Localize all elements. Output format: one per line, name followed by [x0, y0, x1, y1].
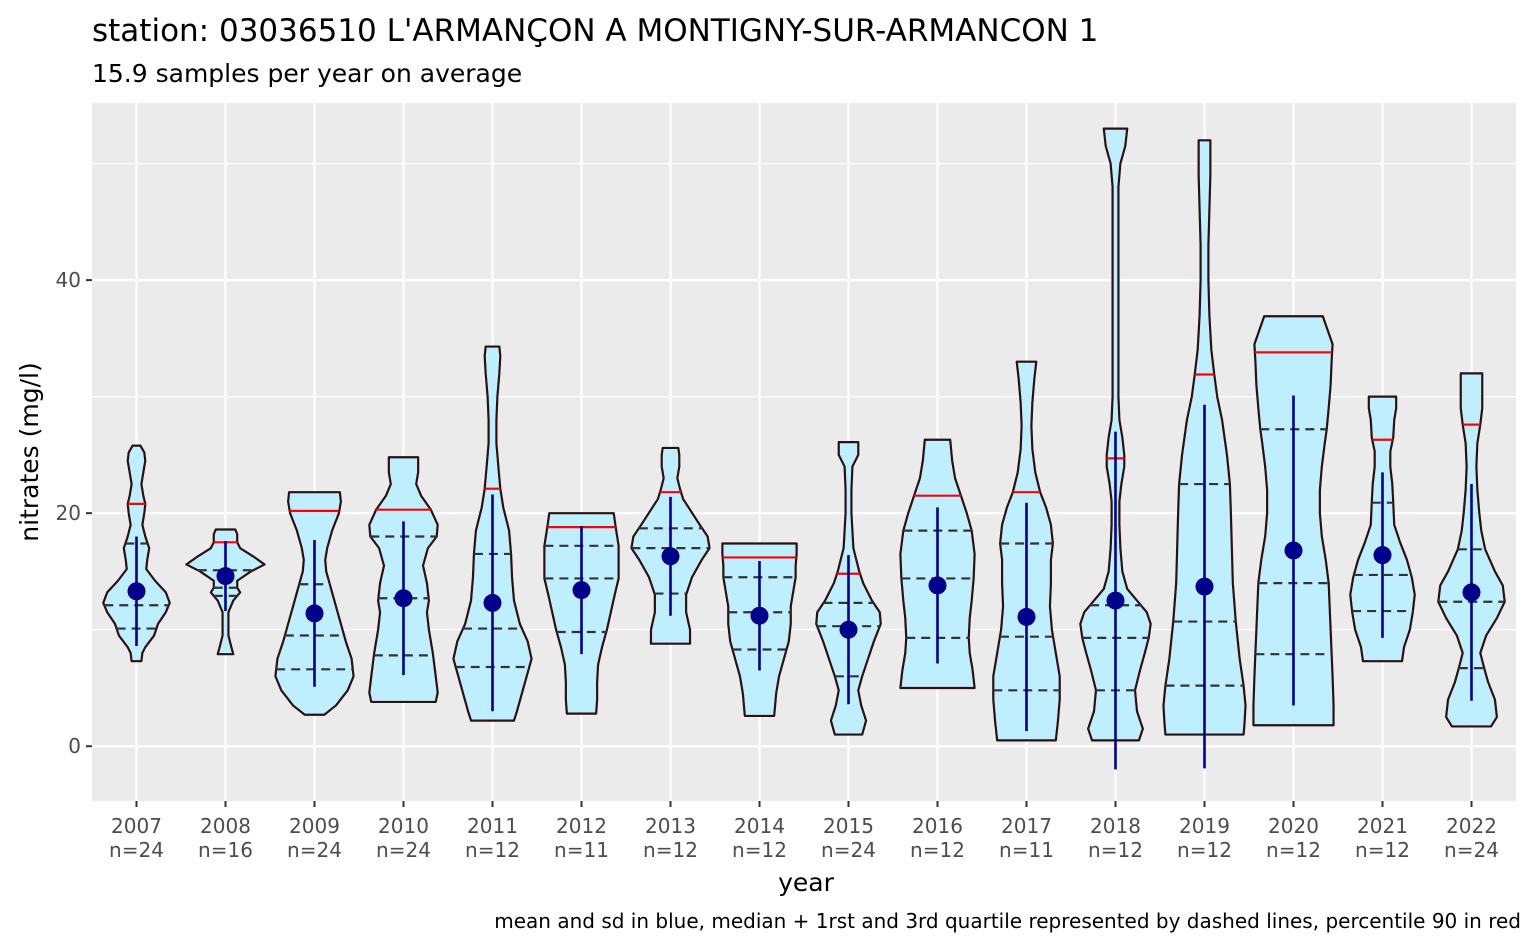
x-tick-label-n: n=16: [198, 838, 253, 862]
x-tick-label-year: 2017: [1001, 814, 1052, 838]
x-tick-label-n: n=24: [1444, 838, 1499, 862]
x-tick-label-year: 2011: [467, 814, 518, 838]
x-tick-label-year: 2010: [378, 814, 429, 838]
violin-2017: [992, 360, 1061, 742]
mean-point: [839, 620, 858, 639]
mean-point: [928, 576, 947, 595]
mean-point: [1106, 591, 1125, 610]
x-tick-label-n: n=11: [999, 838, 1054, 862]
mean-point: [1462, 583, 1481, 602]
x-tick-label-year: 2009: [289, 814, 340, 838]
mean-point: [750, 606, 769, 625]
mean-point: [1284, 541, 1303, 560]
mean-point: [1017, 607, 1036, 626]
mean-point: [572, 581, 591, 600]
mean-point: [661, 547, 680, 566]
y-tick-label: 20: [56, 501, 81, 525]
x-tick-label-year: 2007: [111, 814, 162, 838]
violin-2014: [721, 542, 798, 718]
x-tick-label-n: n=24: [287, 838, 342, 862]
violin-2007: [102, 444, 171, 663]
x-tick-label-year: 2014: [734, 814, 785, 838]
chart-subtitle: 15.9 samples per year on average: [92, 59, 522, 88]
x-axis: 2007n=242008n=162009n=242010n=242011n=12…: [109, 801, 1499, 862]
y-axis: 0 20 40: [56, 268, 92, 758]
violin-2010: [368, 456, 439, 704]
mean-point: [216, 567, 235, 586]
y-tick-label: 40: [56, 268, 81, 292]
mean-point: [483, 593, 502, 612]
violin-2012: [543, 512, 620, 715]
x-tick-label-n: n=24: [821, 838, 876, 862]
chart-title: station: 03036510 L'ARMANÇON A MONTIGNY-…: [92, 13, 1098, 49]
x-tick-label-n: n=12: [910, 838, 965, 862]
x-tick-label-n: n=12: [465, 838, 520, 862]
chart-caption: mean and sd in blue, median + 1rst and 3…: [494, 909, 1521, 933]
x-tick-label-year: 2021: [1357, 814, 1408, 838]
x-tick-label-year: 2008: [200, 814, 251, 838]
x-tick-label-n: n=12: [1177, 838, 1232, 862]
x-tick-label-n: n=12: [1088, 838, 1143, 862]
mean-point: [1195, 577, 1214, 596]
violins: [102, 127, 1506, 770]
x-axis-title: year: [778, 868, 834, 897]
violin-2015: [815, 440, 882, 736]
x-tick-label-year: 2013: [645, 814, 696, 838]
x-tick-label-year: 2019: [1179, 814, 1230, 838]
violin-2016: [899, 438, 976, 690]
y-axis-title: nitrates (mg/l): [15, 362, 44, 541]
x-tick-label-n: n=12: [1355, 838, 1410, 862]
mean-point: [394, 589, 413, 608]
violin-2011: [452, 345, 533, 722]
mean-point: [127, 582, 146, 601]
x-tick-label-year: 2016: [912, 814, 963, 838]
violin-2022: [1437, 372, 1506, 728]
mean-point: [305, 604, 324, 623]
violin-2008: [185, 528, 266, 656]
x-tick-label-year: 2018: [1090, 814, 1141, 838]
violin-2020: [1252, 315, 1335, 727]
violin-2009: [274, 491, 355, 716]
x-tick-label-n: n=24: [109, 838, 164, 862]
x-tick-label-year: 2015: [823, 814, 874, 838]
x-tick-label-n: n=12: [1266, 838, 1321, 862]
x-tick-label-n: n=24: [376, 838, 431, 862]
x-tick-label-n: n=12: [732, 838, 787, 862]
x-tick-label-year: 2022: [1446, 814, 1497, 838]
x-tick-label-year: 2020: [1268, 814, 1319, 838]
violin-2018: [1079, 127, 1152, 770]
x-tick-label-year: 2012: [556, 814, 607, 838]
violin-2021: [1349, 395, 1416, 663]
violin-2019: [1162, 139, 1247, 769]
y-tick-label: 0: [68, 734, 81, 758]
x-tick-label-n: n=12: [643, 838, 698, 862]
violin-2013: [630, 446, 711, 645]
mean-point: [1373, 546, 1392, 565]
x-tick-label-n: n=11: [554, 838, 609, 862]
